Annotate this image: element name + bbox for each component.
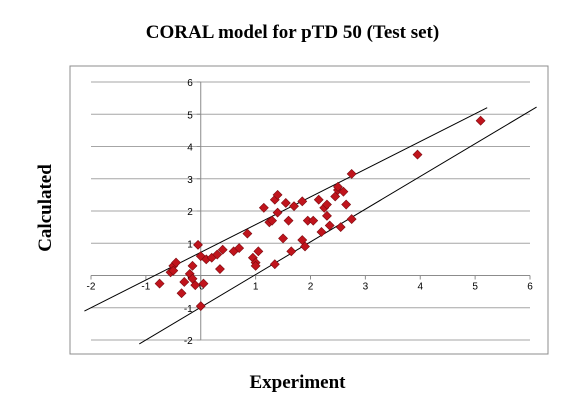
data-point [217,244,228,255]
reference-lines [84,106,537,345]
data-point [300,241,310,252]
data-point [171,257,181,268]
data-point [297,196,308,207]
y-tick-label: 3 [187,175,193,186]
y-tick-label: -2 [184,336,193,347]
y-tick-label: -1 [184,304,193,315]
data-point [168,265,179,276]
y-tick-label: 5 [187,110,193,121]
data-point [250,260,261,271]
data-point [278,233,288,244]
data-point [267,215,278,226]
data-point [335,222,346,233]
data-point [253,246,264,257]
data-point [338,186,349,197]
data-point [333,181,343,192]
data-point [286,246,297,257]
data-point [316,227,327,237]
y-tick-label: 4 [187,143,193,154]
x-axis-label: Experiment [249,372,346,393]
data-point [346,168,357,179]
data-point [324,220,335,231]
x-tick-label: 5 [472,282,478,293]
data-point [198,278,209,289]
x-tick-label: 3 [363,282,369,293]
x-tick-label: -1 [141,282,150,293]
data-point [195,301,206,312]
data-points [154,115,486,312]
data-point [283,215,294,226]
grid-lines [91,81,530,341]
x-tick-label: 6 [527,282,533,293]
data-point [475,115,486,126]
data-point [258,202,269,213]
data-point [212,249,223,260]
plot-frame [69,65,549,355]
data-point [215,264,225,274]
y-tick-label: 1 [187,239,193,250]
data-point [322,210,332,221]
data-point [190,280,201,291]
x-tick-label: 1 [253,282,259,293]
data-point [280,198,291,208]
data-point [341,199,352,210]
data-point [308,215,319,226]
data-point [242,228,253,239]
data-point [187,260,198,271]
data-point [346,214,357,224]
axes [90,81,531,341]
y-tick-label: 2 [187,207,193,218]
x-tick-label: -2 [87,282,96,293]
data-point [412,149,423,160]
data-point [272,207,283,218]
data-point [193,239,203,250]
data-point [272,189,283,200]
reference-line [84,107,488,312]
x-tick-label: 2 [308,282,314,293]
data-point [269,259,280,270]
data-point [179,277,190,287]
chart-title: CORAL model for pTD 50 (Test set) [145,22,440,43]
data-point [322,199,332,210]
x-tick-label: 4 [417,282,423,293]
data-point [289,201,299,212]
y-tick-label: 6 [187,78,193,89]
data-point [154,278,165,289]
data-point [234,243,245,254]
data-point [176,288,187,299]
data-point [313,194,324,205]
x-tick-label: 0 [199,282,205,293]
